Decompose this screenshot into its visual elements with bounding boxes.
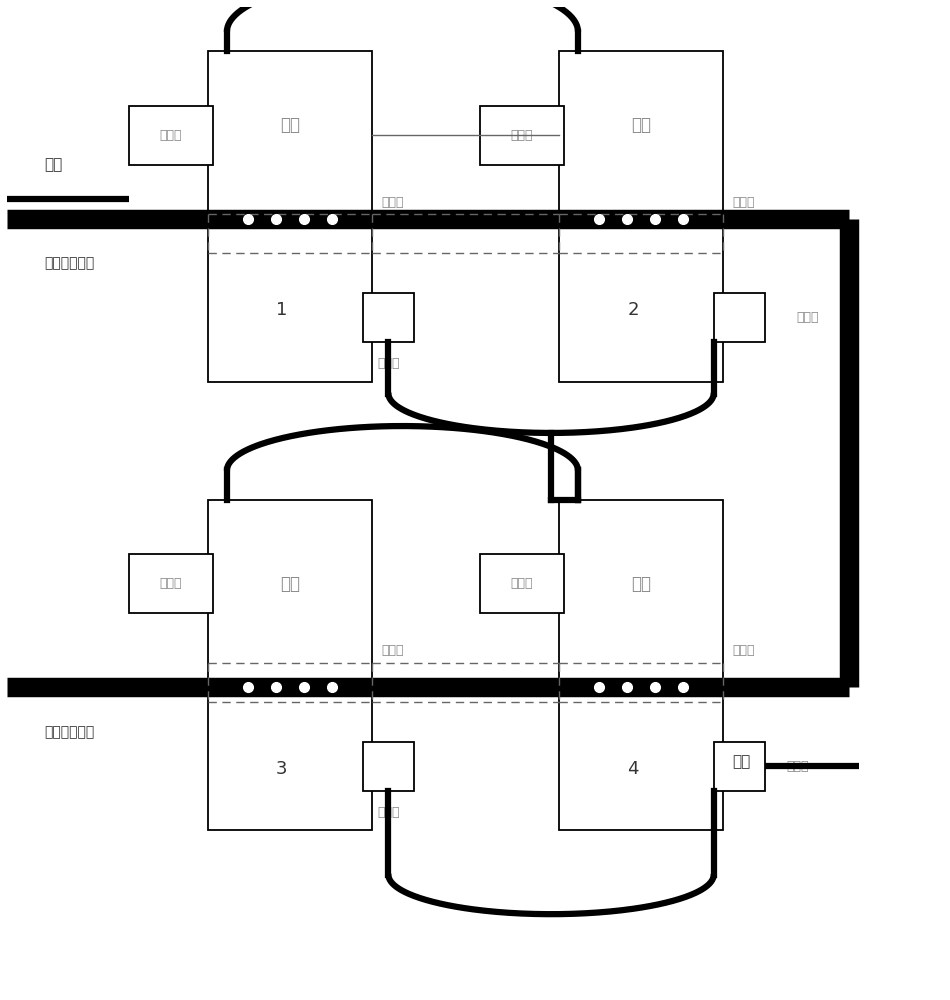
Text: 高压端: 高压端 — [160, 129, 182, 142]
Bar — [363, 742, 414, 791]
Bar — [363, 293, 414, 342]
Bar — [208, 51, 372, 382]
Text: 低压端: 低压端 — [377, 806, 400, 819]
Bar — [713, 293, 765, 342]
Bar — [128, 554, 213, 613]
Text: 低压端: 低压端 — [377, 357, 400, 370]
Bar — [480, 554, 564, 613]
Text: 模块: 模块 — [631, 575, 651, 593]
Text: 输出: 输出 — [732, 754, 751, 769]
Bar — [560, 500, 723, 830]
Text: 模块: 模块 — [280, 575, 300, 593]
Text: 4: 4 — [627, 760, 638, 778]
Text: 1: 1 — [276, 301, 288, 319]
Text: 触发信号馈送: 触发信号馈送 — [45, 256, 95, 270]
Bar — [560, 51, 723, 382]
Bar — [128, 106, 213, 165]
Text: 输入: 输入 — [45, 157, 63, 172]
Text: 3: 3 — [276, 760, 288, 778]
Text: 模块: 模块 — [631, 116, 651, 134]
Bar — [208, 500, 372, 830]
Bar — [713, 742, 765, 791]
Text: 高压端: 高压端 — [160, 577, 182, 590]
Bar — [480, 106, 564, 165]
Text: 触发孔: 触发孔 — [381, 644, 404, 657]
Text: 低压端: 低压端 — [796, 311, 819, 324]
Text: 触发信号馈送: 触发信号馈送 — [45, 725, 95, 739]
Text: 高压端: 高压端 — [510, 577, 533, 590]
Text: 触发孔: 触发孔 — [381, 196, 404, 209]
Text: 模块: 模块 — [280, 116, 300, 134]
Text: 触发孔: 触发孔 — [732, 644, 755, 657]
Text: 2: 2 — [627, 301, 638, 319]
Text: 低压端: 低压端 — [787, 760, 809, 773]
Text: 高压端: 高压端 — [510, 129, 533, 142]
Text: 触发孔: 触发孔 — [732, 196, 755, 209]
